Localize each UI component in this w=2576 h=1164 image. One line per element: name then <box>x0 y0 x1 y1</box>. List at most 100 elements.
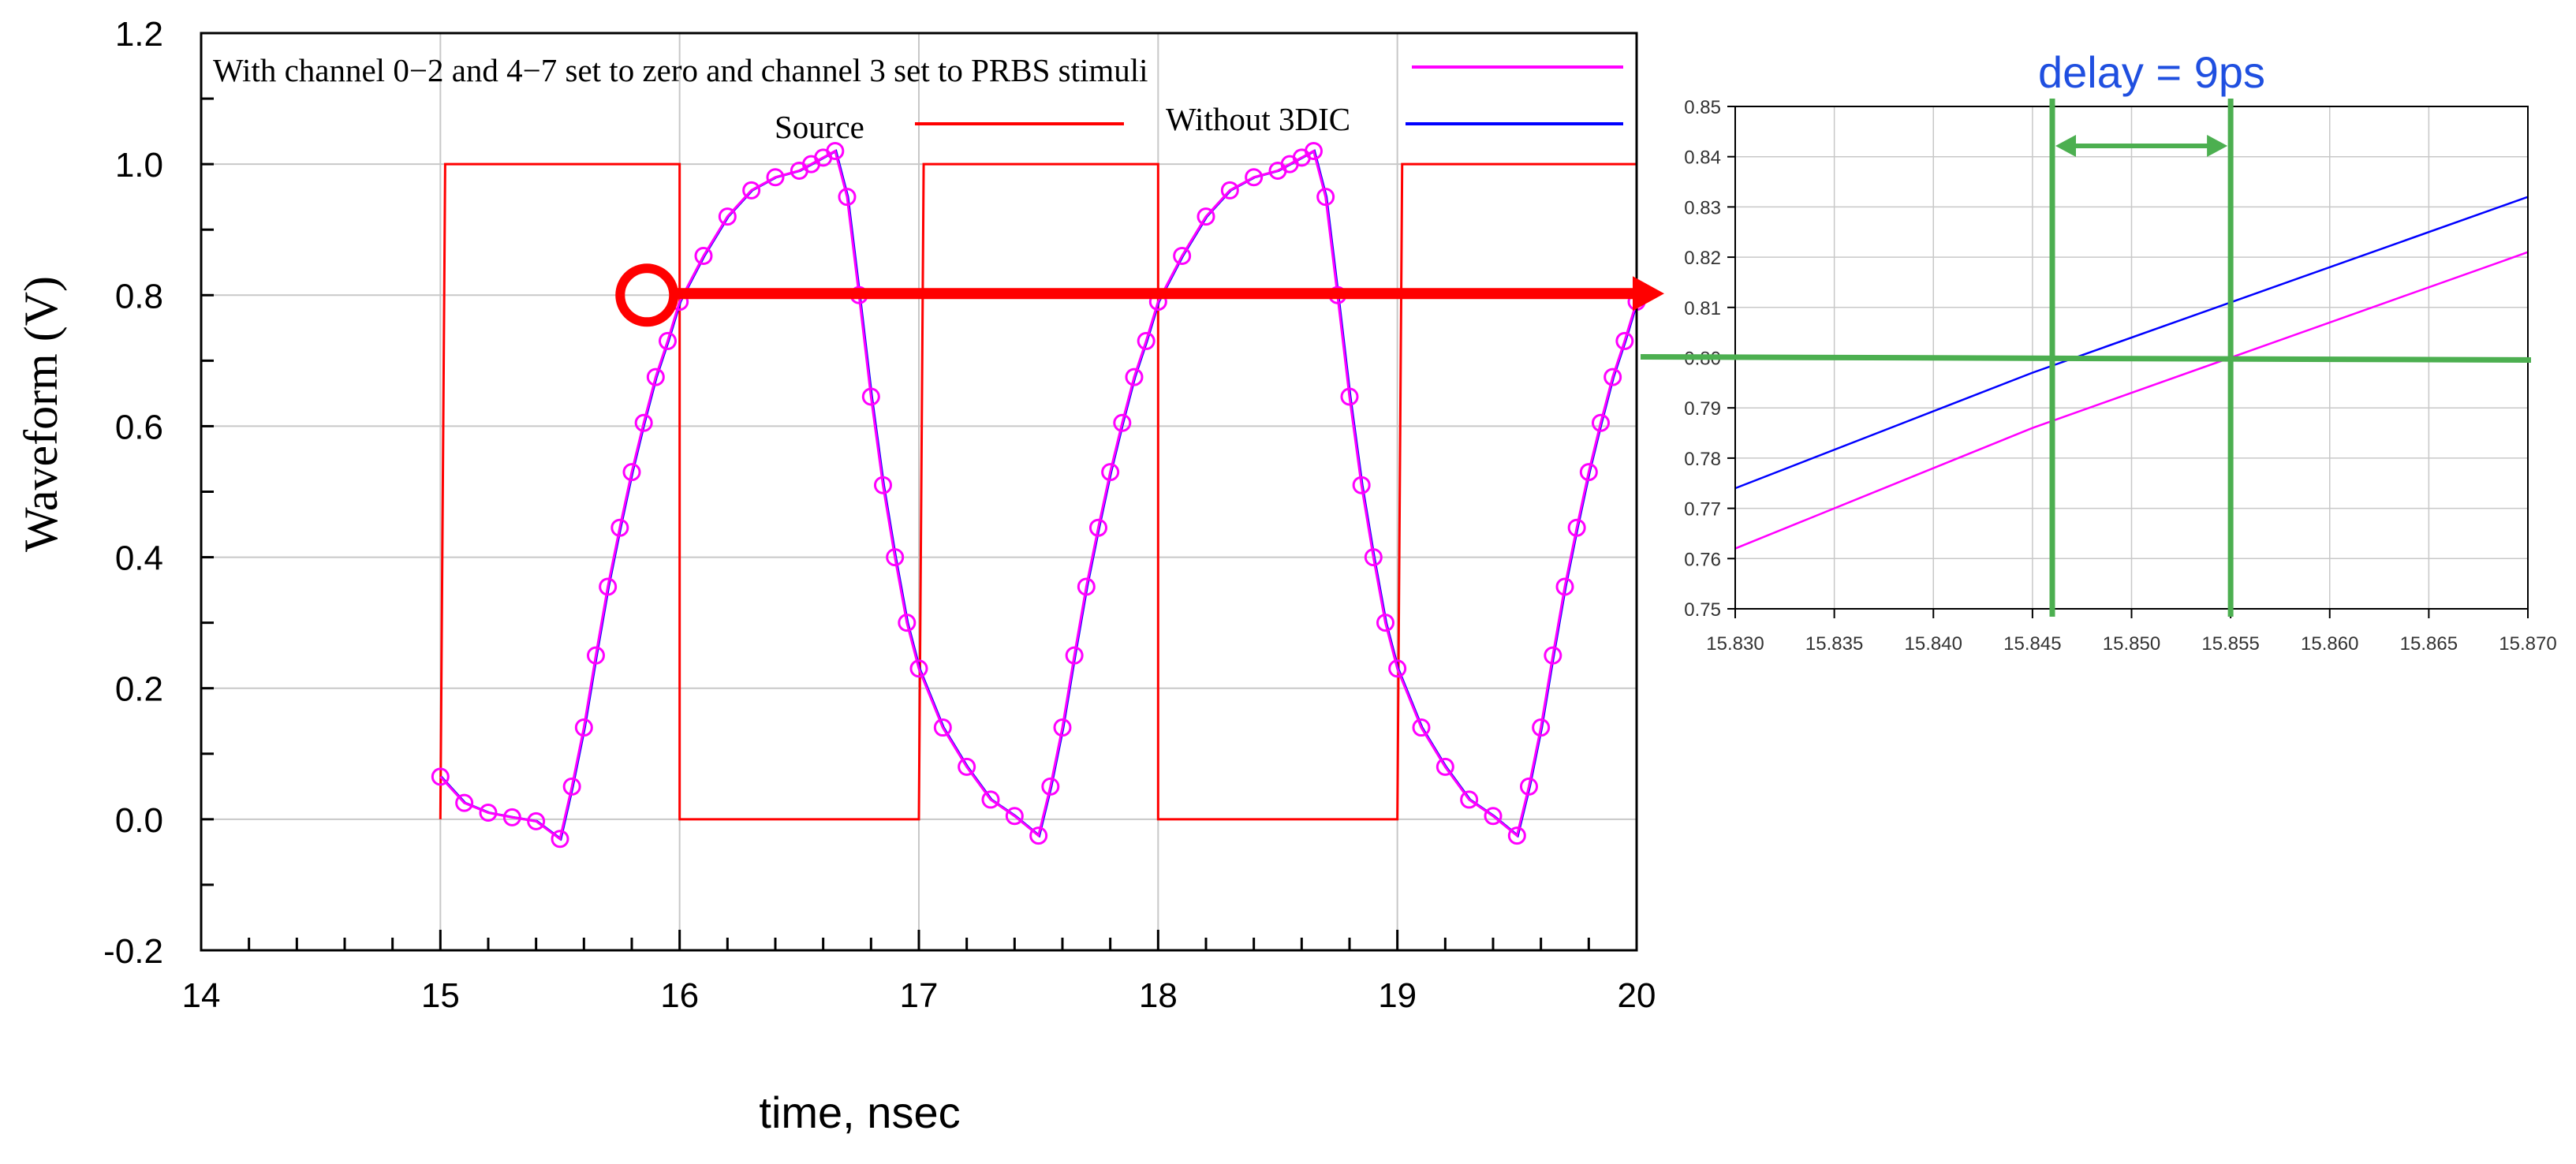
series-point-with-channel <box>1376 614 1394 632</box>
series-point-with-channel <box>587 646 605 665</box>
series-point-with-channel <box>1089 518 1107 537</box>
series-point-with-channel <box>1352 476 1371 494</box>
inset-x-tick-label: 15.840 <box>1905 633 1962 655</box>
series-point-with-channel <box>659 331 677 350</box>
legend-label-source: Source <box>775 109 864 145</box>
inset-y-tick-label: 0.77 <box>1684 499 1721 520</box>
series-point-with-channel <box>479 804 498 823</box>
legend-label-with-channel: With channel 0−2 and 4−7 set to zero and… <box>213 52 1148 88</box>
series-point-with-channel <box>646 367 665 386</box>
series-point-with-channel <box>599 577 618 596</box>
series-point-with-channel <box>1507 826 1526 845</box>
series-point-with-channel <box>574 718 593 737</box>
series-point-with-channel <box>958 757 976 776</box>
delay-arrow-head-left <box>2055 135 2076 157</box>
main-legend: With channel 0−2 and 4−7 set to zero and… <box>213 52 1623 145</box>
series-point-with-channel <box>1125 367 1144 386</box>
series-point-with-channel <box>634 413 653 432</box>
delay-arrow-head-right <box>2207 135 2228 157</box>
annotation-arrow-head <box>1633 276 1664 312</box>
main-y-tick-label: 0.0 <box>115 801 163 840</box>
legend-label-without-3dic: Without 3DIC <box>1166 101 1350 137</box>
series-point-with-channel <box>1197 207 1215 226</box>
series-point-with-channel <box>622 463 641 482</box>
main-y-tick-label: 0.2 <box>115 670 163 709</box>
series-point-with-channel <box>1065 646 1084 665</box>
inset-x-tick-label: 15.850 <box>2103 633 2160 655</box>
series-line-without-3dic <box>440 149 1639 841</box>
series-point-with-channel <box>1579 463 1598 482</box>
main-y-tick-label: 1.0 <box>115 146 163 185</box>
inset-y-tick-label: 0.78 <box>1684 449 1721 470</box>
series-point-with-channel <box>527 811 546 830</box>
main-x-tick-label: 20 <box>1618 976 1656 1015</box>
inset-x-tick-label: 15.870 <box>2499 633 2556 655</box>
inset-axis-ticks: 15.830 15.835 15.840 15.845 15.850 15.855 15.8… <box>1684 97 2556 655</box>
main-x-tick-label: 19 <box>1378 976 1417 1015</box>
series-point-with-channel <box>886 548 905 567</box>
series-line-source <box>439 162 1637 821</box>
series-point-with-channel <box>551 830 569 849</box>
series-point-with-channel <box>1603 367 1622 386</box>
series-point-with-channel <box>1532 718 1551 737</box>
zoom-inset-chart: 15.830 15.835 15.840 15.845 15.850 15.855 15.8… <box>1640 47 2557 655</box>
inset-x-tick-label: 15.855 <box>2201 633 2259 655</box>
main-y-tick-label: -0.2 <box>103 932 163 971</box>
inset-y-tick-label: 0.76 <box>1684 549 1721 570</box>
series-point-with-channel <box>826 142 845 161</box>
series-point-with-channel <box>1520 777 1538 796</box>
series-point-with-channel <box>981 790 1000 809</box>
series-point-with-channel <box>1435 757 1454 776</box>
series-point-with-channel <box>1041 777 1060 796</box>
main-y-tick-label: 0.6 <box>115 408 163 446</box>
inset-x-tick-label: 15.845 <box>2003 633 2061 655</box>
series-point-with-channel <box>1340 387 1359 406</box>
series-point-with-channel <box>610 518 629 537</box>
series-point-with-channel <box>1364 548 1383 567</box>
series-line-with-channel <box>439 149 1638 841</box>
series-point-with-channel <box>1113 413 1132 432</box>
series-point-with-channel <box>1592 413 1610 432</box>
inset-y-tick-label: 0.75 <box>1684 599 1721 621</box>
series-point-with-channel <box>898 614 917 632</box>
main-y-tick-label: 0.8 <box>115 277 163 315</box>
series-point-with-channel <box>909 659 928 678</box>
series-point-with-channel <box>502 808 521 826</box>
inset-y-tick-label: 0.82 <box>1684 248 1721 269</box>
delay-level-line <box>1640 354 2532 363</box>
series-point-with-channel <box>766 168 785 187</box>
series-point-with-channel <box>1567 518 1586 537</box>
inset-y-tick-label: 0.83 <box>1684 197 1721 218</box>
marker-annotation <box>615 263 1664 327</box>
series-point-with-channel <box>1555 577 1574 596</box>
series-point-with-channel <box>455 793 474 812</box>
series-point-with-channel <box>1077 577 1096 596</box>
delay-label: delay = 9ps <box>2038 47 2265 97</box>
series-point-with-channel <box>742 181 761 200</box>
inset-x-tick-label: 15.860 <box>2301 633 2358 655</box>
inset-y-tick-label: 0.79 <box>1684 398 1721 420</box>
series-point-with-channel <box>933 718 952 737</box>
series-point-with-channel <box>1412 718 1431 737</box>
main-y-tick-label: 0.4 <box>115 539 163 578</box>
main-x-tick-label: 15 <box>421 976 460 1015</box>
series-point-with-channel <box>1615 331 1634 350</box>
inset-y-tick-label: 0.81 <box>1684 298 1721 319</box>
inset-x-tick-label: 15.865 <box>2400 633 2458 655</box>
series-point-with-channel <box>1305 142 1323 161</box>
series-point-with-channel <box>1005 807 1024 826</box>
main-y-axis-label: Waveform (V) <box>15 276 67 552</box>
series-point-with-channel <box>1460 790 1479 809</box>
series-point-with-channel <box>1316 188 1335 207</box>
series-point-with-channel <box>1029 826 1048 845</box>
inset-line-with-channel <box>1734 251 2529 550</box>
series-point-with-channel <box>562 777 581 796</box>
series-point-with-channel <box>718 207 737 226</box>
inset-series <box>1734 196 2529 550</box>
main-x-axis-label: time, nsec <box>759 1088 960 1137</box>
main-x-tick-label: 16 <box>660 976 699 1015</box>
series-point-with-channel <box>1245 168 1264 187</box>
main-waveform-chart: 14 15 16 17 18 19 20-0.20.00.20.40.60.81.01.2 … <box>15 15 1664 1137</box>
main-series <box>431 142 1646 849</box>
